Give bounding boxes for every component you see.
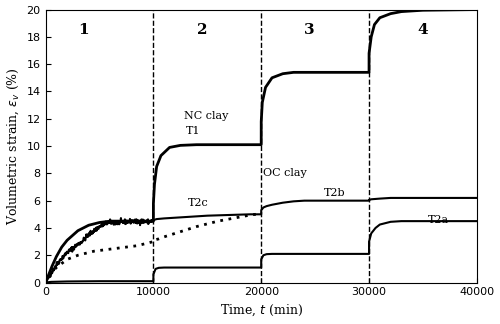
Text: 2: 2 xyxy=(196,23,207,37)
Text: 4: 4 xyxy=(418,23,428,37)
X-axis label: Time, $t$ (min): Time, $t$ (min) xyxy=(220,303,303,318)
Text: 3: 3 xyxy=(304,23,315,37)
Text: T2a: T2a xyxy=(428,215,450,225)
Text: T2c: T2c xyxy=(188,198,208,208)
Y-axis label: Volumetric strain, $\varepsilon_v$ (%): Volumetric strain, $\varepsilon_v$ (%) xyxy=(6,67,21,225)
Text: NC clay: NC clay xyxy=(184,111,228,121)
Text: T2b: T2b xyxy=(324,188,345,198)
Text: 1: 1 xyxy=(78,23,88,37)
Text: OC clay: OC clay xyxy=(264,168,307,178)
Text: T1: T1 xyxy=(186,126,200,136)
